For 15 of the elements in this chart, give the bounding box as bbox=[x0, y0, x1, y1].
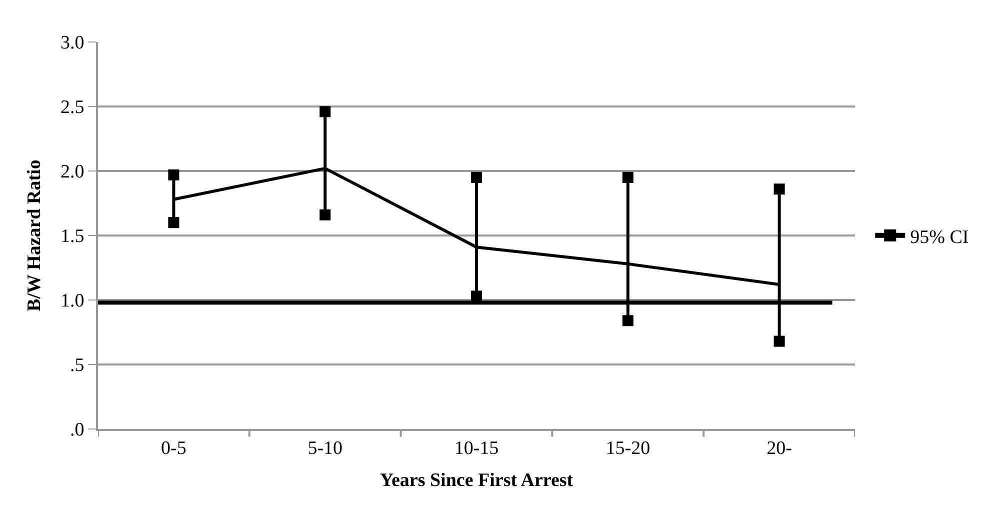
y-tick-label: 2.0 bbox=[60, 162, 84, 183]
x-tick-label: 0-5 bbox=[161, 438, 186, 459]
y-tick-label: 3.0 bbox=[60, 32, 84, 54]
y-axis-title: B/W Hazard Ratio bbox=[24, 160, 45, 312]
x-tick-label: 10-15 bbox=[454, 438, 499, 459]
y-tick-label: .5 bbox=[70, 355, 84, 376]
y-tick-label: 1.0 bbox=[60, 290, 84, 312]
x-tick-label: 20- bbox=[766, 438, 792, 459]
x-tick-label: 15-20 bbox=[606, 438, 650, 459]
y-tick-label: 2.5 bbox=[60, 97, 84, 118]
legend-label: 95% CI bbox=[910, 226, 969, 248]
y-tick-label: 1.5 bbox=[60, 226, 84, 248]
y-tick-label: .0 bbox=[70, 420, 84, 441]
x-tick-label: 5-10 bbox=[308, 438, 343, 459]
x-axis-title: Years Since First Arrest bbox=[380, 470, 574, 492]
